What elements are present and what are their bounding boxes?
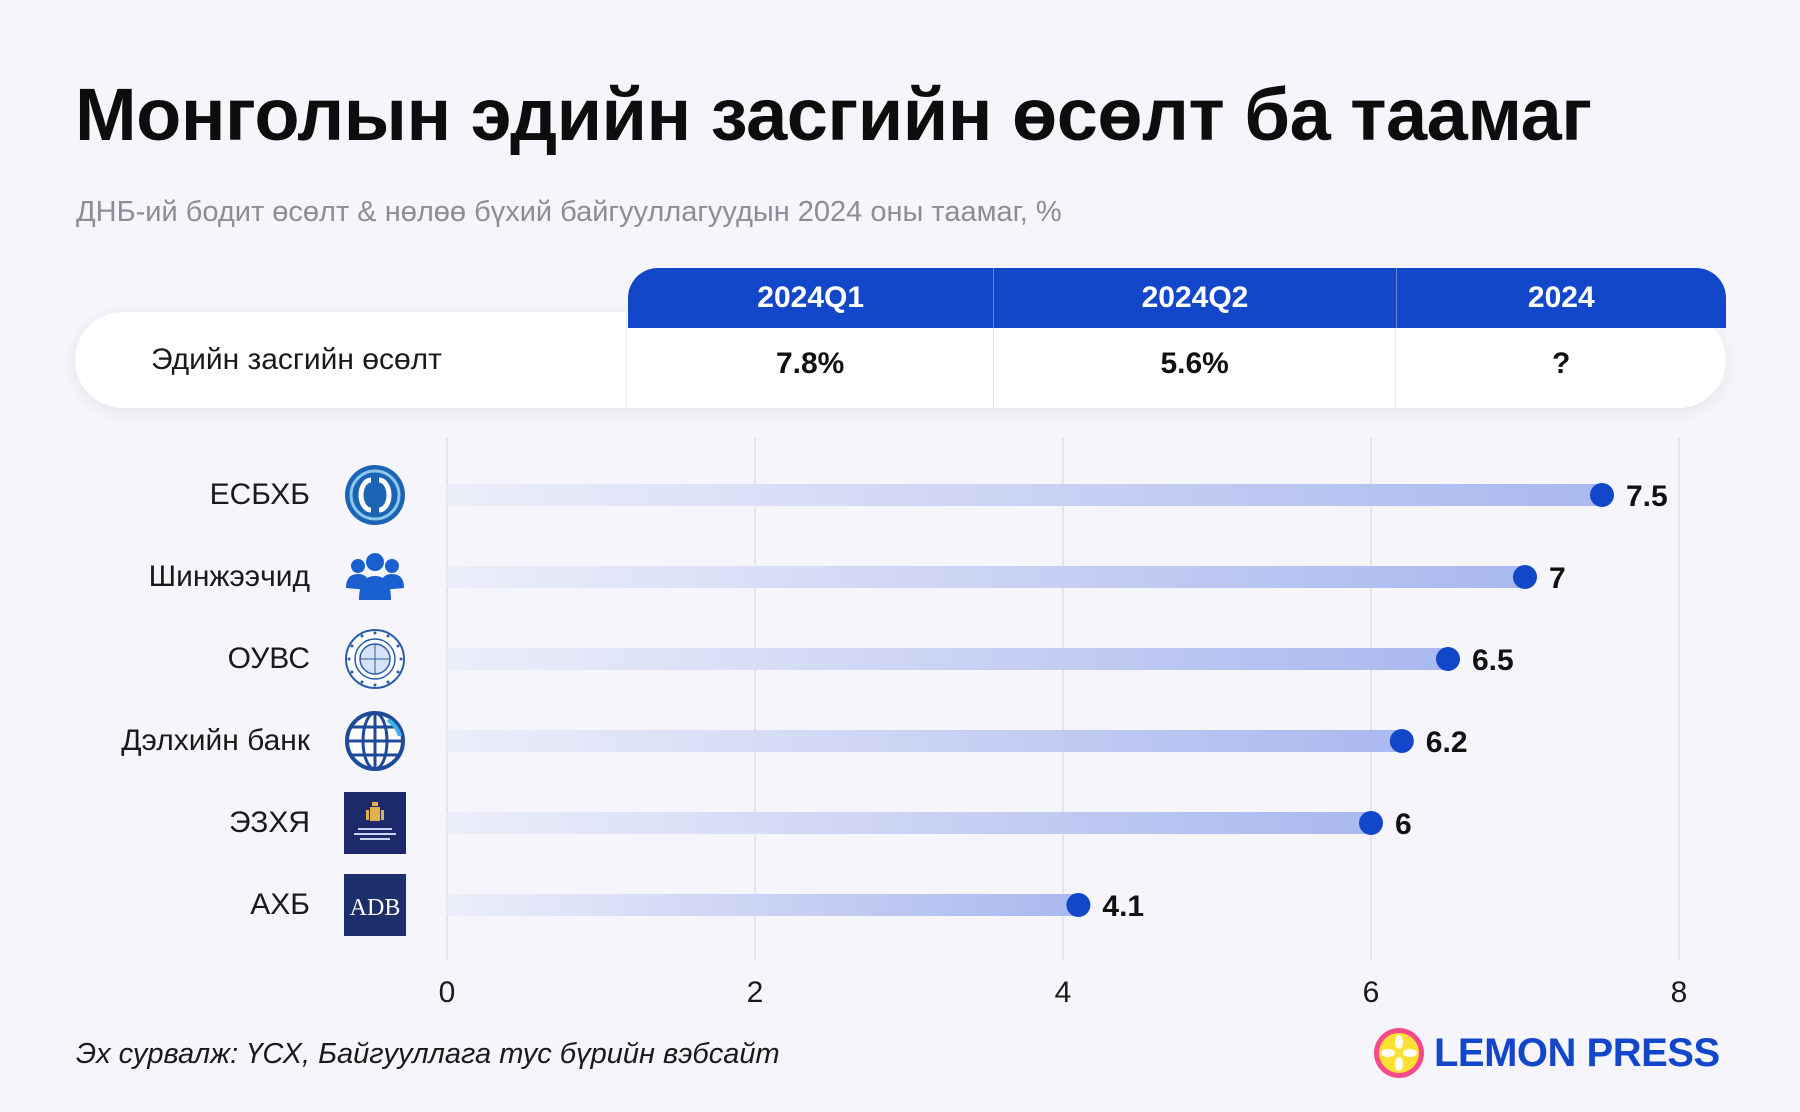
column-header-q1: 2024Q1 [757,281,865,314]
x-tick-label: 2 [747,976,764,1009]
column-header-q2: 2024Q2 [993,268,1395,328]
summary-table-header: 2024Q1 2024Q2 2024 [628,268,1726,328]
data-label: 7.5 [1626,480,1668,513]
people-group-icon [344,546,406,608]
bar [447,894,1079,916]
summary-value-q2: 5.6% [992,312,1395,408]
page-subtitle: ДНБ-ий бодит өсөлт & нөлөө бүхий байгуул… [76,196,1062,228]
brand-name: LEMON PRESS [1434,1030,1720,1075]
category-label: АХБ [250,888,310,921]
data-label: 6 [1395,808,1412,841]
bar-end-dot [1359,811,1383,835]
data-label: 6.2 [1426,726,1468,759]
x-tick-label: 6 [1363,976,1380,1009]
category-label: Дэлхийн банк [121,724,310,757]
source-note: Эх сурвалж: ҮСХ, Байгууллага тус бүрийн … [76,1038,780,1070]
bar-end-dot [1436,647,1460,671]
summary-value-q1: 7.8% [775,347,845,380]
summary-row-label: Эдийн засгийн өсөлт [75,312,628,408]
bar-end-dot [1590,483,1614,507]
category-label: Шинжээчид [148,560,310,593]
x-tick-label: 0 [439,976,456,1009]
category-label: ЭЗХЯ [228,806,310,839]
bar-end-dot [1066,893,1091,917]
bar [447,730,1402,752]
x-tick-label: 4 [1055,976,1072,1009]
summary-row: Эдийн засгийн өсөлт 7.8% 5.6% ? [75,312,1726,408]
x-tick-label: 8 [1671,976,1688,1009]
lemon-icon [1374,1028,1424,1078]
category-label: ЕСБХБ [209,478,310,511]
page-title: Монголын эдийн засгийн өсөлт ба таамаг [75,73,1592,156]
bar [447,648,1448,670]
brand-logo: LEMON PRESS [1372,1026,1720,1080]
category-label: ОУВС [227,642,310,675]
ministry-emblem-icon [344,792,406,854]
data-label: 6.5 [1472,644,1514,677]
globe-icon [344,710,406,772]
adb-logo-icon: ADB [344,874,406,936]
ebrd-logo-icon [344,464,406,526]
data-label: 4.1 [1102,890,1144,923]
data-label: 7 [1549,562,1566,595]
imf-seal-icon [344,628,406,690]
bar-end-dot [1513,565,1537,589]
bar [447,566,1525,588]
bar-end-dot [1389,729,1414,753]
adb-logo-text: ADB [350,895,401,921]
column-header-year: 2024 [1395,268,1726,328]
bar [447,484,1602,506]
bar [447,812,1371,834]
summary-value-year: ? [1395,312,1726,408]
